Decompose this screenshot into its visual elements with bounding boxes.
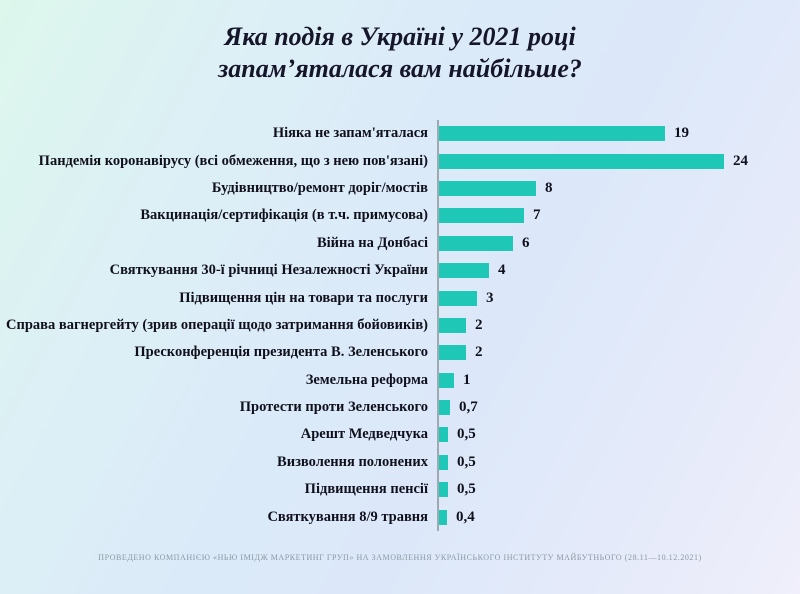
bar-track: 3 [437, 284, 800, 312]
bar [439, 208, 524, 224]
bar [439, 400, 450, 416]
bar [439, 263, 489, 279]
chart-row: Пресконференція президента В. Зеленськог… [0, 339, 800, 367]
source-footnote: ПРОВЕДЕНО КОМПАНІЄЮ «НЬЮ ІМІДЖ МАРКЕТИНГ… [98, 553, 702, 562]
bar [439, 290, 477, 306]
value-label: 2 [475, 316, 483, 333]
value-label: 4 [498, 262, 506, 279]
value-label: 0,5 [457, 453, 476, 470]
category-label: Ніяка не запам'яталася [272, 125, 428, 142]
chart-row: Підвищення пенсії 0,5 [0, 476, 800, 504]
bar-track: 0,4 [437, 503, 800, 531]
bar-track: 24 [437, 147, 800, 175]
chart-row: Справа вагнергейту (зрив операції щодо з… [0, 311, 800, 340]
category-label: Визволення полонених [277, 453, 428, 470]
chart-row: Вакцинація/сертифікація (в т.ч. примусов… [0, 202, 800, 230]
category-label: Арешт Медведчука [300, 426, 428, 443]
value-label: 0,4 [456, 508, 475, 525]
chart-title: Яка подія в Україні у 2021 році запам’ят… [218, 22, 582, 83]
category-label: Пандемія коронавірусу (всі обмеження, що… [38, 152, 428, 169]
bar [439, 153, 724, 169]
category-label: Підвищення цін на товари та послуги [179, 289, 428, 306]
bar [439, 427, 448, 443]
bar [439, 180, 536, 196]
value-label: 0,5 [457, 481, 476, 498]
chart-row: Будівництво/ремонт доріг/мостів 8 [0, 174, 800, 203]
value-label: 3 [486, 289, 494, 306]
bar [439, 317, 466, 333]
bar-track: 2 [437, 339, 800, 367]
chart-row: Святкування 8/9 травня 0,4 [0, 503, 800, 531]
chart-row: Арешт Медведчука 0,5 [0, 421, 800, 449]
bar-track: 19 [437, 120, 800, 148]
chart-row: Святкування 30-ї річниці Незалежності Ук… [0, 256, 800, 285]
category-label: Земельна реформа [305, 371, 428, 388]
category-label: Вакцинація/сертифікація (в т.ч. примусов… [140, 207, 428, 224]
chart-row: Ніяка не запам'яталася 19 [0, 120, 800, 148]
bar-track: 0,5 [437, 448, 800, 477]
bar [439, 126, 665, 142]
bar-track: 2 [437, 311, 800, 340]
chart-row: Земельна реформа 1 [0, 366, 800, 394]
category-label: Справа вагнергейту (зрив операції щодо з… [6, 316, 428, 333]
category-label: Пресконференція президента В. Зеленськог… [134, 344, 428, 361]
value-label: 8 [545, 179, 553, 196]
bar [439, 345, 466, 361]
bar [439, 482, 448, 498]
category-label: Війна на Донбасі [316, 234, 428, 251]
category-label: Святкування 30-ї річниці Незалежності Ук… [109, 262, 428, 279]
chart-row: Визволення полонених 0,5 [0, 448, 800, 477]
bar [439, 235, 513, 251]
bar-track: 8 [437, 174, 800, 203]
bar-track: 4 [437, 256, 800, 285]
bar [439, 454, 448, 470]
bar-track: 0,5 [437, 421, 800, 449]
value-label: 0,5 [457, 426, 476, 443]
bar-track: 0,5 [437, 476, 800, 504]
value-label: 7 [533, 207, 541, 224]
bar [439, 509, 447, 525]
category-label: Будівництво/ремонт доріг/мостів [211, 179, 428, 196]
chart-row: Пандемія коронавірусу (всі обмеження, що… [0, 147, 800, 175]
bar-chart: Ніяка не запам'яталася 19 Пандемія корон… [0, 120, 800, 531]
category-label: Протести проти Зеленського [239, 399, 428, 416]
value-label: 1 [463, 371, 471, 388]
value-label: 0,7 [459, 399, 478, 416]
category-label: Святкування 8/9 травня [267, 508, 428, 525]
value-label: 24 [733, 152, 748, 169]
category-label: Підвищення пенсії [304, 481, 428, 498]
bar-track: 7 [437, 202, 800, 230]
bar-track: 0,7 [437, 393, 800, 422]
value-label: 19 [674, 125, 689, 142]
chart-row: Війна на Донбасі 6 [0, 229, 800, 257]
chart-row: Протести проти Зеленського 0,7 [0, 393, 800, 422]
value-label: 6 [522, 234, 530, 251]
bar-track: 1 [437, 366, 800, 394]
bar-track: 6 [437, 229, 800, 257]
chart-row: Підвищення цін на товари та послуги 3 [0, 284, 800, 312]
value-label: 2 [475, 344, 483, 361]
bar [439, 372, 454, 388]
